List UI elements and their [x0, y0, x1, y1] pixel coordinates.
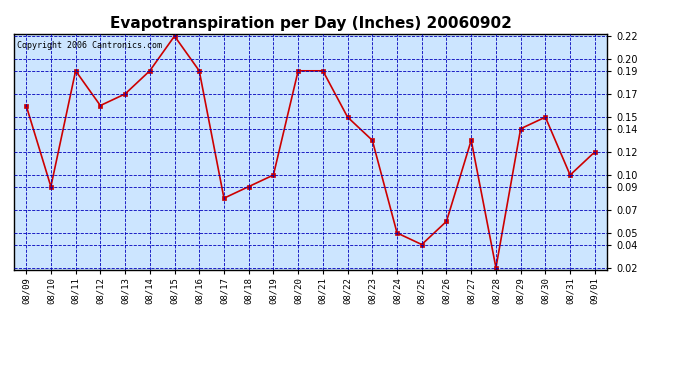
Text: Copyright 2006 Cantronics.com: Copyright 2006 Cantronics.com	[17, 41, 161, 50]
Title: Evapotranspiration per Day (Inches) 20060902: Evapotranspiration per Day (Inches) 2006…	[110, 16, 511, 31]
